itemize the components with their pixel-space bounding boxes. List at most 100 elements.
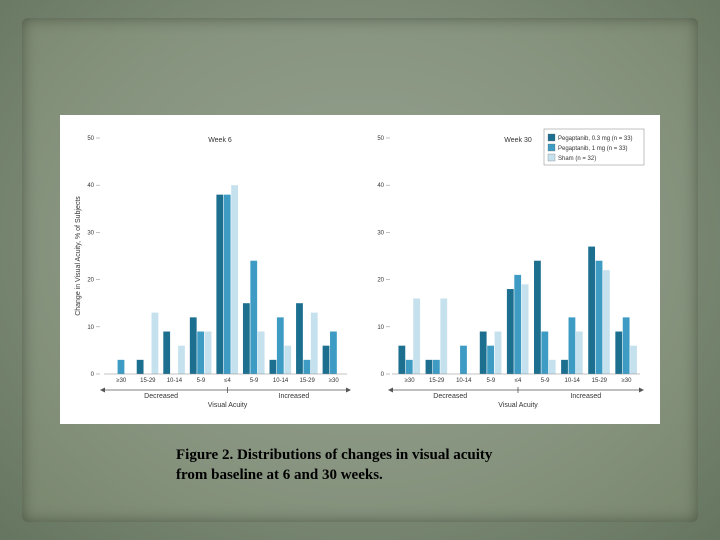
chart-2-xaxis-title: Visual Acuity xyxy=(498,402,538,409)
chart-1-bar-s1-c5 xyxy=(216,194,224,374)
chart-1-bar-s1-c7 xyxy=(269,359,277,374)
chart-2-bar-s3-c9 xyxy=(630,345,637,374)
chart-2-xtick-label-1: ≥30 xyxy=(405,378,416,384)
chart-2-bar-s2-c7 xyxy=(568,317,576,374)
chart-2-legend-swatch-3 xyxy=(547,153,556,162)
chart-2-ytick-label-0: 0 xyxy=(381,372,385,378)
chart-1-bar-s1-c4 xyxy=(189,317,197,374)
chart-2-group-label-decreased: Decreased xyxy=(433,393,467,400)
chart-1-bar-s3-c2 xyxy=(151,312,159,374)
chart-2-bar-s1-c5 xyxy=(506,289,514,374)
chart-1-bar-s3-c6 xyxy=(257,331,265,374)
chart-2-xtick-label-3: 10-14 xyxy=(456,378,472,384)
chart-2-ytick-label-2: 20 xyxy=(377,278,384,284)
chart-2-xtick-label-9: ≥30 xyxy=(621,378,632,384)
chart-2-arrow-left-icon xyxy=(388,387,393,393)
chart-1-bar-s3-c5 xyxy=(231,185,238,374)
caption-line-1: Figure 2. Distributions of changes in vi… xyxy=(176,447,493,463)
chart-1-bar-s3-c7 xyxy=(284,345,292,374)
chart-2-legend-box xyxy=(543,128,645,166)
chart-2-xtick-label-4: 5-9 xyxy=(487,378,496,384)
chart-2-ytick-label-1: 10 xyxy=(377,325,384,331)
chart-1-bar-s2-c9 xyxy=(330,331,337,374)
chart-1-bar-s2-c1 xyxy=(117,359,125,374)
chart-1-bar-s1-c3 xyxy=(163,331,171,374)
chart-2-bar-s3-c4 xyxy=(494,331,502,374)
chart-2-bar-s1-c7 xyxy=(561,359,568,374)
chart-2-xtick-label-2: 15-29 xyxy=(429,378,445,384)
chart-1-ytick-label-5: 50 xyxy=(87,136,94,142)
chart-2-bar-s1-c1 xyxy=(398,345,406,374)
chart-1-xtick-label-8: 15-29 xyxy=(299,378,315,384)
chart-2-bar-s2-c5 xyxy=(514,274,522,374)
chart-2-legend-label-1: Pegaptanib, 0.3 mg (n = 33) xyxy=(558,136,633,142)
chart-2-bar-s1-c8 xyxy=(588,246,596,374)
chart-2-legend-swatch-1 xyxy=(547,133,556,142)
chart-1-xtick-label-9: ≥30 xyxy=(329,378,340,384)
chart-2-bar-s1-c6 xyxy=(534,260,541,374)
figure-chart-svg: 0 10 20 30 40 50 ≥30 15-29 10-14 5-9 ≤4 5-9 10-14 15-… xyxy=(75,128,645,409)
chart-2-bar-s3-c5 xyxy=(521,284,529,374)
figure-caption: Figure 2. Distributions of changes in vi… xyxy=(176,445,596,485)
chart-2-ytick-label-5: 50 xyxy=(377,136,384,142)
chart-1-bar-s3-c4 xyxy=(204,331,212,374)
chart-1-yaxis-title: Change in Visual Acuity, % of Subjects xyxy=(75,196,82,316)
chart-2-bar-s2-c6 xyxy=(541,331,549,374)
chart-1-arrow-left-icon xyxy=(100,387,105,393)
chart-1-ytick-label-3: 30 xyxy=(87,230,94,236)
chart-2-legend-label-2: Pegaptanib, 1 mg (n = 33) xyxy=(558,146,628,152)
chart-1-group-label-decreased: Decreased xyxy=(144,393,178,400)
chart-2-bar-s3-c7 xyxy=(575,331,583,374)
chart-2-bar-s3-c1 xyxy=(413,298,421,374)
chart-2-bar-s2-c3 xyxy=(460,345,467,374)
chart-1-group-label-increased: Increased xyxy=(279,393,310,400)
chart-2-bar-s3-c2 xyxy=(440,298,448,374)
chart-1-xtick-label-4: 5-9 xyxy=(197,378,206,384)
chart-2-title: Week 30 xyxy=(504,137,532,144)
chart-1-bar-s1-c2 xyxy=(136,359,144,374)
chart-1-bar-s2-c6 xyxy=(250,260,258,374)
chart-1-bar-s2-c5 xyxy=(223,194,231,374)
chart-1-bar-s1-c9 xyxy=(322,345,330,374)
chart-2-bar-s3-c8 xyxy=(603,270,610,374)
chart-1-bar-s1-c6 xyxy=(242,303,250,374)
chart-1-bar-s2-c8 xyxy=(303,359,311,374)
chart-1-bar-s3-c3 xyxy=(178,345,185,374)
chart-1-ytick-label-4: 40 xyxy=(87,183,94,189)
chart-2-bar-s3-c6 xyxy=(548,359,556,374)
chart-2-bar-s2-c8 xyxy=(595,260,603,374)
chart-1-xtick-label-1: ≥30 xyxy=(116,378,127,384)
chart-2-group-label-increased: Increased xyxy=(570,393,601,400)
chart-1-ytick-label-0: 0 xyxy=(91,372,95,378)
chart-1-xtick-label-2: 15-29 xyxy=(140,378,156,384)
chart-2-legend-swatch-2 xyxy=(547,143,556,152)
chart-2-bar-s2-c4 xyxy=(487,345,494,374)
chart-2-xtick-label-7: 10-14 xyxy=(565,378,581,384)
chart-2-xtick-label-6: 5-9 xyxy=(541,378,550,384)
chart-1-xtick-label-5: ≤4 xyxy=(224,378,231,384)
chart-2-xtick-label-8: 15-29 xyxy=(592,378,608,384)
chart-2-bar-s1-c2 xyxy=(425,359,433,374)
figure-panel: 0 10 20 30 40 50 ≥30 15-29 10-14 5-9 ≤4 5-9 10-14 15-… xyxy=(60,115,660,424)
caption-line-2: from baseline at 6 and 30 weeks. xyxy=(176,467,383,483)
chart-2-bar-s2-c9 xyxy=(622,317,630,374)
chart-1-xtick-label-3: 10-14 xyxy=(167,378,183,384)
chart-2-arrow-right-icon xyxy=(639,387,644,393)
chart-2-ytick-label-3: 30 xyxy=(377,230,384,236)
chart-1-title: Week 6 xyxy=(208,137,232,144)
chart-2-bar-s1-c9 xyxy=(615,331,623,374)
chart-1-xtick-label-7: 10-14 xyxy=(273,378,289,384)
chart-1-xtick-label-6: 5-9 xyxy=(250,378,259,384)
chart-1-bar-s2-c4 xyxy=(197,331,205,374)
chart-1-arrow-right-icon xyxy=(346,387,351,393)
chart-2-bar-s2-c1 xyxy=(405,359,413,374)
chart-1-bar-s3-c8 xyxy=(310,312,318,374)
chart-1-bar-s1-c8 xyxy=(296,303,303,374)
chart-1-ytick-label-1: 10 xyxy=(87,325,94,331)
chart-1-xaxis-title: Visual Acuity xyxy=(208,402,248,409)
chart-2-ytick-label-4: 40 xyxy=(377,183,384,189)
chart-2-xtick-label-5: ≤4 xyxy=(515,378,522,384)
chart-2-legend-label-3: Sham (n = 32) xyxy=(558,156,596,162)
chart-1-bar-s2-c7 xyxy=(276,317,284,374)
chart-2-bar-s1-c4 xyxy=(479,331,487,374)
